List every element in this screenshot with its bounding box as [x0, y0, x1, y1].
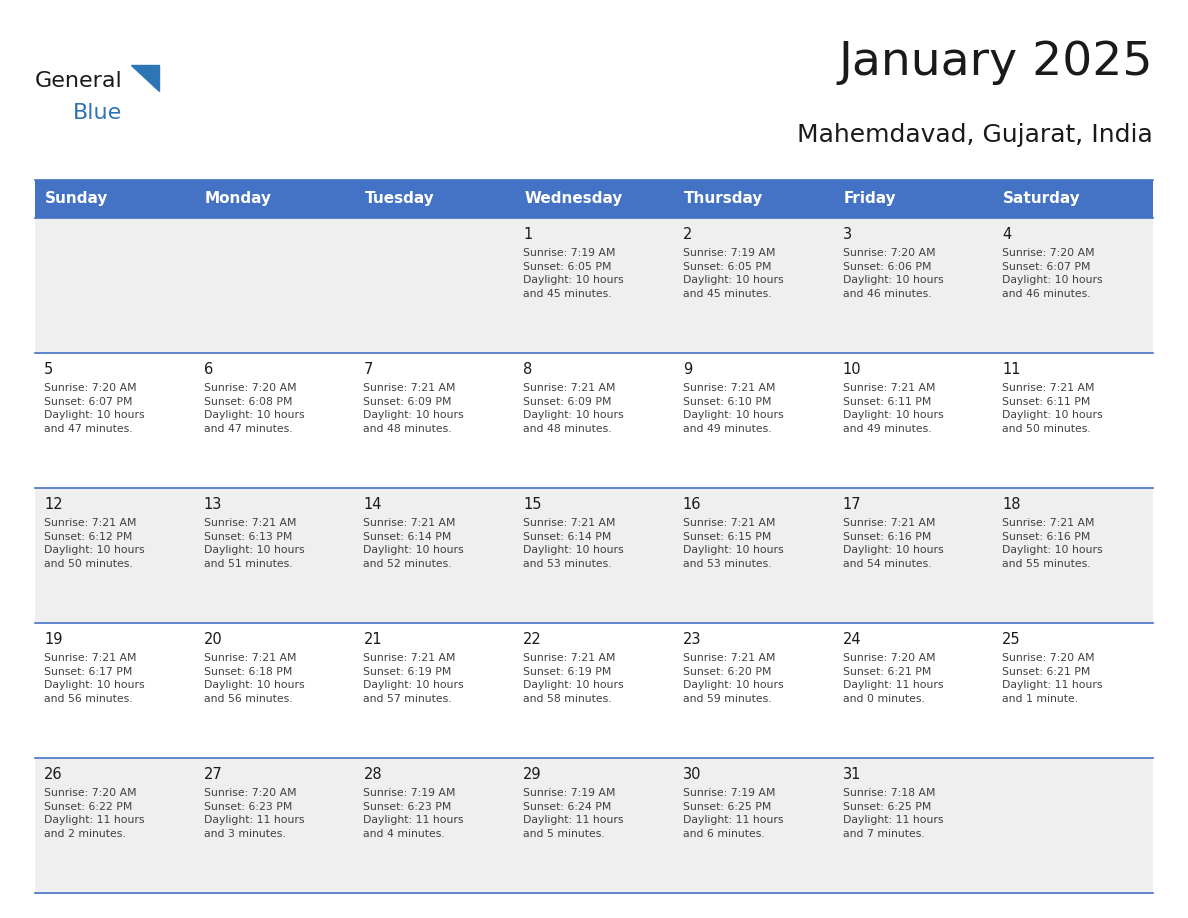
Text: Sunrise: 7:21 AM
Sunset: 6:09 PM
Daylight: 10 hours
and 48 minutes.: Sunrise: 7:21 AM Sunset: 6:09 PM Dayligh… [523, 383, 624, 434]
Text: 12: 12 [44, 497, 63, 512]
Text: Sunrise: 7:21 AM
Sunset: 6:10 PM
Daylight: 10 hours
and 49 minutes.: Sunrise: 7:21 AM Sunset: 6:10 PM Dayligh… [683, 383, 783, 434]
Text: Sunrise: 7:20 AM
Sunset: 6:23 PM
Daylight: 11 hours
and 3 minutes.: Sunrise: 7:20 AM Sunset: 6:23 PM Dayligh… [203, 788, 304, 839]
Text: 21: 21 [364, 632, 383, 647]
Text: January 2025: January 2025 [839, 40, 1154, 85]
Text: Sunrise: 7:20 AM
Sunset: 6:07 PM
Daylight: 10 hours
and 46 minutes.: Sunrise: 7:20 AM Sunset: 6:07 PM Dayligh… [1003, 248, 1102, 298]
Text: Sunrise: 7:21 AM
Sunset: 6:19 PM
Daylight: 10 hours
and 58 minutes.: Sunrise: 7:21 AM Sunset: 6:19 PM Dayligh… [523, 653, 624, 704]
Text: 30: 30 [683, 767, 701, 782]
Text: Sunrise: 7:21 AM
Sunset: 6:16 PM
Daylight: 10 hours
and 54 minutes.: Sunrise: 7:21 AM Sunset: 6:16 PM Dayligh… [842, 518, 943, 569]
Text: Sunrise: 7:19 AM
Sunset: 6:05 PM
Daylight: 10 hours
and 45 minutes.: Sunrise: 7:19 AM Sunset: 6:05 PM Dayligh… [683, 248, 783, 298]
Text: 18: 18 [1003, 497, 1020, 512]
Text: Blue: Blue [72, 103, 122, 123]
Text: 4: 4 [1003, 227, 1011, 242]
Text: 19: 19 [44, 632, 63, 647]
Text: Sunrise: 7:21 AM
Sunset: 6:17 PM
Daylight: 10 hours
and 56 minutes.: Sunrise: 7:21 AM Sunset: 6:17 PM Dayligh… [44, 653, 145, 704]
Text: Sunrise: 7:19 AM
Sunset: 6:05 PM
Daylight: 10 hours
and 45 minutes.: Sunrise: 7:19 AM Sunset: 6:05 PM Dayligh… [523, 248, 624, 298]
Text: General: General [34, 71, 122, 91]
Text: 2: 2 [683, 227, 693, 242]
Text: Sunrise: 7:21 AM
Sunset: 6:19 PM
Daylight: 10 hours
and 57 minutes.: Sunrise: 7:21 AM Sunset: 6:19 PM Dayligh… [364, 653, 465, 704]
Text: 10: 10 [842, 362, 861, 377]
Text: 9: 9 [683, 362, 693, 377]
Text: 29: 29 [523, 767, 542, 782]
Text: 14: 14 [364, 497, 381, 512]
Bar [34, 488, 1154, 623]
Text: Sunrise: 7:21 AM
Sunset: 6:14 PM
Daylight: 10 hours
and 52 minutes.: Sunrise: 7:21 AM Sunset: 6:14 PM Dayligh… [364, 518, 465, 569]
Text: 5: 5 [44, 362, 53, 377]
Text: Saturday: Saturday [1004, 192, 1081, 207]
Text: 23: 23 [683, 632, 701, 647]
Text: Sunrise: 7:19 AM
Sunset: 6:24 PM
Daylight: 11 hours
and 5 minutes.: Sunrise: 7:19 AM Sunset: 6:24 PM Dayligh… [523, 788, 624, 839]
Bar [34, 623, 1154, 758]
Text: Sunrise: 7:19 AM
Sunset: 6:25 PM
Daylight: 11 hours
and 6 minutes.: Sunrise: 7:19 AM Sunset: 6:25 PM Dayligh… [683, 788, 783, 839]
Polygon shape [131, 65, 159, 91]
Bar [34, 758, 1154, 893]
Text: Sunrise: 7:21 AM
Sunset: 6:13 PM
Daylight: 10 hours
and 51 minutes.: Sunrise: 7:21 AM Sunset: 6:13 PM Dayligh… [203, 518, 304, 569]
Text: Mahemdavad, Gujarat, India: Mahemdavad, Gujarat, India [797, 123, 1154, 147]
Text: Sunrise: 7:20 AM
Sunset: 6:21 PM
Daylight: 11 hours
and 0 minutes.: Sunrise: 7:20 AM Sunset: 6:21 PM Dayligh… [842, 653, 943, 704]
Text: 28: 28 [364, 767, 383, 782]
Text: Sunrise: 7:21 AM
Sunset: 6:14 PM
Daylight: 10 hours
and 53 minutes.: Sunrise: 7:21 AM Sunset: 6:14 PM Dayligh… [523, 518, 624, 569]
Text: 24: 24 [842, 632, 861, 647]
Text: Sunrise: 7:19 AM
Sunset: 6:23 PM
Daylight: 11 hours
and 4 minutes.: Sunrise: 7:19 AM Sunset: 6:23 PM Dayligh… [364, 788, 465, 839]
Text: 8: 8 [523, 362, 532, 377]
Text: Sunday: Sunday [45, 192, 108, 207]
Text: Friday: Friday [843, 192, 896, 207]
Text: Sunrise: 7:20 AM
Sunset: 6:21 PM
Daylight: 11 hours
and 1 minute.: Sunrise: 7:20 AM Sunset: 6:21 PM Dayligh… [1003, 653, 1102, 704]
Text: 6: 6 [203, 362, 213, 377]
Text: Sunrise: 7:21 AM
Sunset: 6:20 PM
Daylight: 10 hours
and 59 minutes.: Sunrise: 7:21 AM Sunset: 6:20 PM Dayligh… [683, 653, 783, 704]
Text: 22: 22 [523, 632, 542, 647]
Text: 1: 1 [523, 227, 532, 242]
Bar [34, 353, 1154, 488]
Text: Sunrise: 7:21 AM
Sunset: 6:11 PM
Daylight: 10 hours
and 49 minutes.: Sunrise: 7:21 AM Sunset: 6:11 PM Dayligh… [842, 383, 943, 434]
Text: Sunrise: 7:20 AM
Sunset: 6:08 PM
Daylight: 10 hours
and 47 minutes.: Sunrise: 7:20 AM Sunset: 6:08 PM Dayligh… [203, 383, 304, 434]
Text: Sunrise: 7:20 AM
Sunset: 6:22 PM
Daylight: 11 hours
and 2 minutes.: Sunrise: 7:20 AM Sunset: 6:22 PM Dayligh… [44, 788, 145, 839]
Text: 17: 17 [842, 497, 861, 512]
Text: Monday: Monday [204, 192, 272, 207]
Text: 16: 16 [683, 497, 701, 512]
Text: 7: 7 [364, 362, 373, 377]
Bar [34, 180, 1154, 218]
Text: Thursday: Thursday [684, 192, 763, 207]
Text: 31: 31 [842, 767, 861, 782]
Text: 25: 25 [1003, 632, 1020, 647]
Text: 13: 13 [203, 497, 222, 512]
Text: Sunrise: 7:21 AM
Sunset: 6:15 PM
Daylight: 10 hours
and 53 minutes.: Sunrise: 7:21 AM Sunset: 6:15 PM Dayligh… [683, 518, 783, 569]
Text: Tuesday: Tuesday [365, 192, 434, 207]
Text: 27: 27 [203, 767, 222, 782]
Text: 3: 3 [842, 227, 852, 242]
Text: Sunrise: 7:21 AM
Sunset: 6:11 PM
Daylight: 10 hours
and 50 minutes.: Sunrise: 7:21 AM Sunset: 6:11 PM Dayligh… [1003, 383, 1102, 434]
Text: Sunrise: 7:21 AM
Sunset: 6:18 PM
Daylight: 10 hours
and 56 minutes.: Sunrise: 7:21 AM Sunset: 6:18 PM Dayligh… [203, 653, 304, 704]
Text: Sunrise: 7:18 AM
Sunset: 6:25 PM
Daylight: 11 hours
and 7 minutes.: Sunrise: 7:18 AM Sunset: 6:25 PM Dayligh… [842, 788, 943, 839]
Text: 26: 26 [44, 767, 63, 782]
Text: Sunrise: 7:21 AM
Sunset: 6:16 PM
Daylight: 10 hours
and 55 minutes.: Sunrise: 7:21 AM Sunset: 6:16 PM Dayligh… [1003, 518, 1102, 569]
Text: Wednesday: Wednesday [524, 192, 623, 207]
Text: Sunrise: 7:21 AM
Sunset: 6:09 PM
Daylight: 10 hours
and 48 minutes.: Sunrise: 7:21 AM Sunset: 6:09 PM Dayligh… [364, 383, 465, 434]
Text: Sunrise: 7:20 AM
Sunset: 6:06 PM
Daylight: 10 hours
and 46 minutes.: Sunrise: 7:20 AM Sunset: 6:06 PM Dayligh… [842, 248, 943, 298]
Text: Sunrise: 7:20 AM
Sunset: 6:07 PM
Daylight: 10 hours
and 47 minutes.: Sunrise: 7:20 AM Sunset: 6:07 PM Dayligh… [44, 383, 145, 434]
Text: 15: 15 [523, 497, 542, 512]
Bar [34, 218, 1154, 353]
Text: 20: 20 [203, 632, 222, 647]
Text: 11: 11 [1003, 362, 1020, 377]
Text: Sunrise: 7:21 AM
Sunset: 6:12 PM
Daylight: 10 hours
and 50 minutes.: Sunrise: 7:21 AM Sunset: 6:12 PM Dayligh… [44, 518, 145, 569]
